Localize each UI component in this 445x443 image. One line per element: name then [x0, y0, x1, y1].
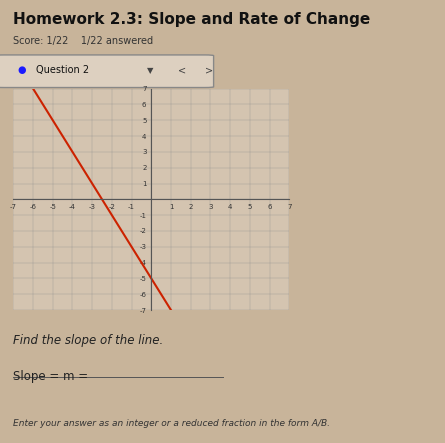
Text: Enter your answer as an integer or a reduced fraction in the form A/B.: Enter your answer as an integer or a red…: [13, 419, 330, 428]
Text: ●: ●: [18, 65, 26, 75]
Text: Score: 1/22    1/22 answered: Score: 1/22 1/22 answered: [13, 36, 154, 46]
Text: >: >: [205, 65, 213, 75]
Text: <: <: [178, 65, 186, 75]
Text: Slope = m =: Slope = m =: [13, 370, 89, 383]
Text: ▼: ▼: [147, 66, 154, 75]
Text: Find the slope of the line.: Find the slope of the line.: [13, 334, 164, 347]
FancyBboxPatch shape: [0, 55, 214, 88]
Text: Homework 2.3: Slope and Rate of Change: Homework 2.3: Slope and Rate of Change: [13, 12, 371, 27]
Text: Question 2: Question 2: [36, 65, 89, 75]
